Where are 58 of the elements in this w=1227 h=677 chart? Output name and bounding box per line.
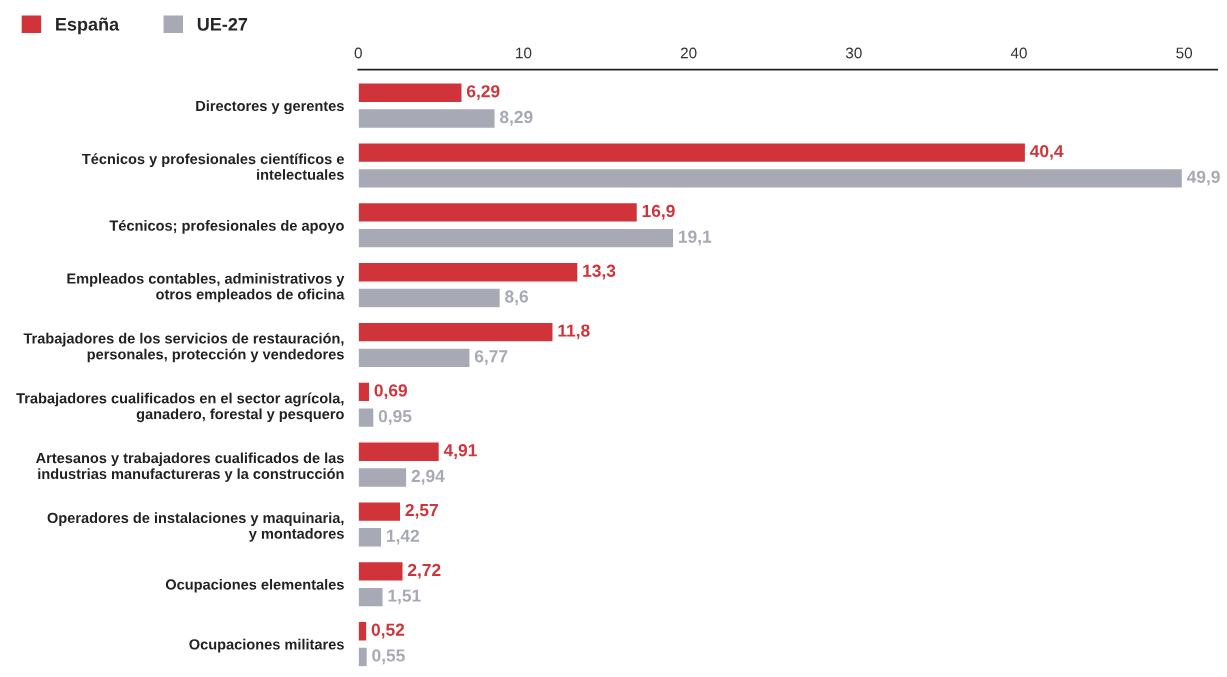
legend-label: España — [56, 17, 120, 35]
y-tick-label: Artesanos y trabajadores cualificados de las industrias manufactureras y la construcción — [35, 452, 344, 482]
data-label: 16,9 — [642, 204, 675, 220]
x-tick-label: 20 — [680, 47, 697, 59]
data-label: 40,4 — [1030, 144, 1064, 160]
bar — [358, 586, 384, 608]
bar — [358, 441, 441, 463]
bar — [358, 407, 375, 429]
bar — [358, 501, 402, 523]
x-tick-label: 10 — [516, 47, 532, 59]
bar — [358, 620, 368, 642]
bar — [358, 347, 471, 369]
data-label: 1,51 — [388, 589, 421, 605]
bar — [358, 287, 502, 309]
bar — [358, 261, 579, 283]
data-label: 0,52 — [371, 623, 405, 639]
x-tick-label: 30 — [845, 47, 862, 59]
bar — [358, 167, 1184, 189]
y-tick-label: Técnicos; profesionales de apoyo — [109, 219, 344, 234]
x-tick-label: 40 — [1010, 47, 1027, 59]
data-label: 6,77 — [474, 350, 508, 365]
y-tick-label: Técnicos y profesionales científicos e intelectuales — [81, 153, 344, 180]
bar — [358, 526, 383, 548]
bar — [358, 107, 496, 130]
data-label: 0,55 — [372, 649, 405, 665]
bar — [358, 201, 639, 223]
data-label: 49,9 — [1186, 170, 1220, 186]
bar — [358, 466, 408, 489]
legend-label: UE-27 — [197, 17, 248, 31]
data-label: 19,1 — [679, 230, 712, 246]
bar — [358, 381, 371, 403]
data-label: 4,91 — [443, 444, 477, 459]
data-label: 11,8 — [558, 324, 590, 340]
y-tick-label: Trabajadores de los servicios de restauración, personales, protección y vendedores — [23, 332, 344, 363]
data-label: 2,94 — [411, 469, 445, 485]
data-label: 8,29 — [499, 110, 533, 126]
x-tick-label: 0 — [354, 47, 362, 59]
y-tick-label: Directores y gerentes — [196, 100, 344, 114]
bar — [358, 646, 369, 668]
x-tick-label: 50 — [1176, 47, 1193, 59]
bar — [358, 321, 554, 343]
bar — [358, 227, 675, 249]
data-label: 13,3 — [583, 264, 616, 280]
y-tick-label: Ocupaciones militares — [189, 638, 344, 653]
data-label: 1,42 — [387, 529, 419, 545]
y-tick-label: Operadores de instalaciones y maquinaria, y montadores — [47, 512, 344, 542]
bar — [358, 142, 1027, 164]
data-label: 0,95 — [378, 410, 412, 425]
data-label: 6,29 — [466, 85, 500, 100]
y-tick-label: Empleados contables, administrativos y otros empleados de oficina — [67, 273, 345, 303]
data-label: 0,69 — [374, 384, 407, 400]
data-label: 2,72 — [407, 563, 441, 579]
data-label: 8,6 — [505, 290, 529, 306]
bar — [358, 82, 463, 104]
y-tick-label: Trabajadores cualificados en el sector agrícola, ganadero, forestal y pesquero — [16, 392, 344, 423]
y-tick-label: Ocupaciones elementales — [165, 578, 344, 593]
data-label: 2,57 — [405, 503, 438, 519]
bar — [358, 560, 404, 582]
